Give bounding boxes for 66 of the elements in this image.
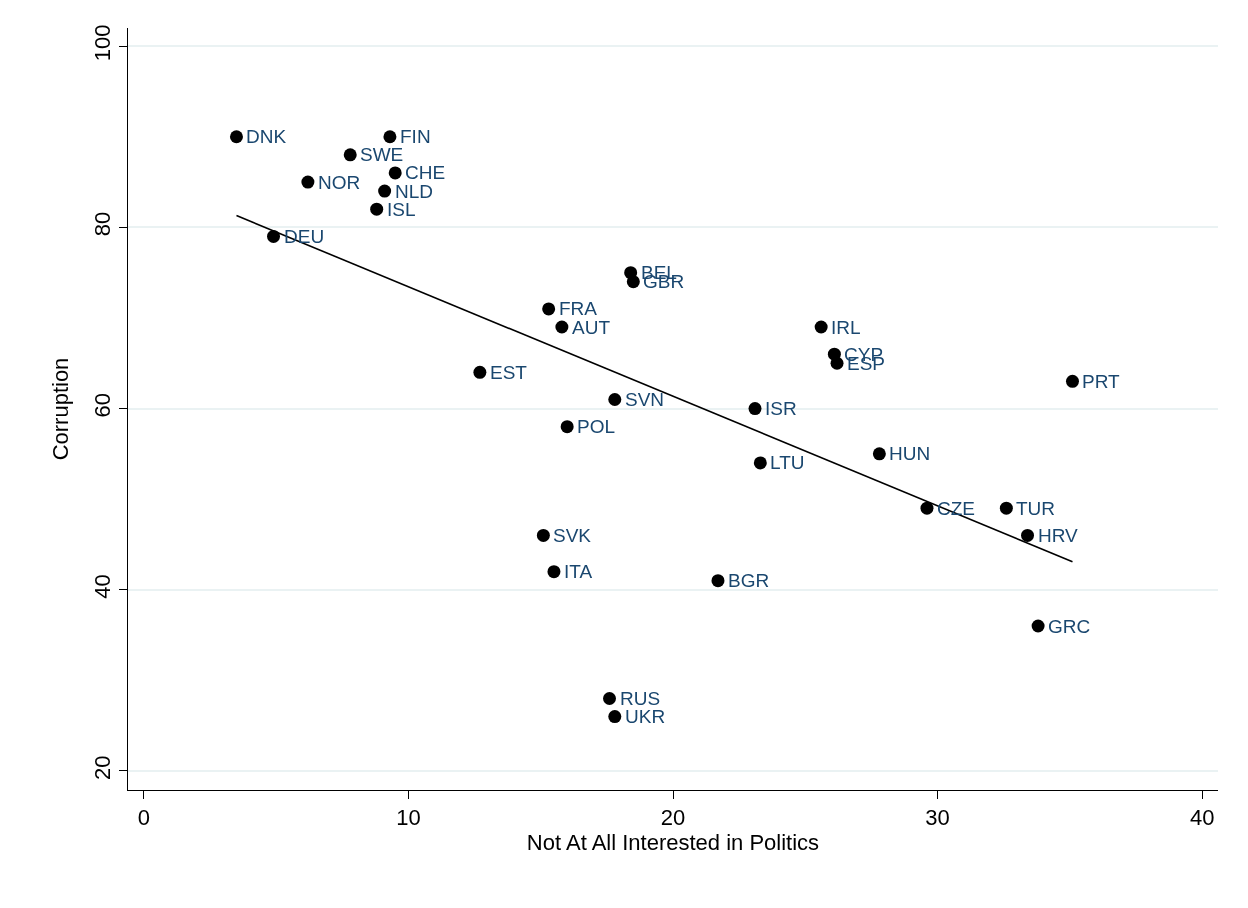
annotation: ITA <box>564 561 593 582</box>
annotation: HUN <box>889 443 931 464</box>
point <box>748 402 762 416</box>
point <box>370 202 384 216</box>
point <box>872 447 886 461</box>
annotation: HRV <box>1038 525 1079 546</box>
point <box>378 184 392 198</box>
point <box>814 320 828 334</box>
point <box>542 302 556 316</box>
point <box>1021 528 1035 542</box>
x-tick-label: 10 <box>396 805 421 831</box>
annotation: BGR <box>728 570 770 591</box>
point <box>343 148 357 162</box>
point <box>383 130 397 144</box>
annotation: SVN <box>625 389 665 410</box>
y-tick-label: 40 <box>90 574 116 599</box>
point <box>608 392 622 406</box>
annotation: SVK <box>553 525 592 546</box>
point <box>560 420 574 434</box>
annotation: FRA <box>559 298 598 319</box>
annotation: ISR <box>765 398 797 419</box>
annotation: UKR <box>625 706 666 727</box>
y-axis-title: Corruption <box>48 357 73 461</box>
annotation: IRL <box>831 317 861 338</box>
x-axis-title: Not At All Interested in Politics <box>526 830 820 856</box>
point <box>1031 619 1045 633</box>
point <box>301 175 315 189</box>
y-tick-label: 60 <box>90 393 116 418</box>
annotation: ISL <box>387 199 416 220</box>
annotation: FIN <box>400 126 431 147</box>
annotation: CHE <box>405 162 446 183</box>
point <box>388 166 402 180</box>
point <box>830 356 844 370</box>
point <box>999 501 1013 515</box>
x-tick-label: 40 <box>1189 805 1215 831</box>
annotation: RUS <box>620 688 661 709</box>
point <box>608 710 622 724</box>
point <box>920 501 934 515</box>
annotation: EST <box>490 362 528 383</box>
x-tick-label: 20 <box>660 805 686 831</box>
annotation: NLD <box>395 181 434 202</box>
annotation: GRC <box>1048 616 1091 637</box>
point <box>711 574 725 588</box>
annotation: LTU <box>770 452 805 473</box>
annotation: DNK <box>246 126 287 147</box>
point <box>536 528 550 542</box>
point <box>473 365 487 379</box>
point <box>229 130 243 144</box>
point <box>547 565 561 579</box>
point <box>753 456 767 470</box>
point <box>555 320 569 334</box>
y-tick-label: 80 <box>90 211 116 237</box>
annotation: SWE <box>360 144 404 165</box>
x-tick-label: 30 <box>925 805 950 831</box>
point <box>603 691 616 705</box>
annotation: PRT <box>1082 371 1121 392</box>
y-tick-label: 20 <box>90 755 116 780</box>
annotation: POL <box>577 416 616 437</box>
annotation: NOR <box>318 172 361 193</box>
annotation: AUT <box>572 317 611 338</box>
annotation: TUR <box>1016 498 1056 519</box>
x-tick-label: 0 <box>137 805 150 831</box>
y-tick-label: 100 <box>90 24 116 62</box>
annotation: DEU <box>284 226 325 247</box>
point <box>1066 374 1079 388</box>
point <box>626 275 640 289</box>
